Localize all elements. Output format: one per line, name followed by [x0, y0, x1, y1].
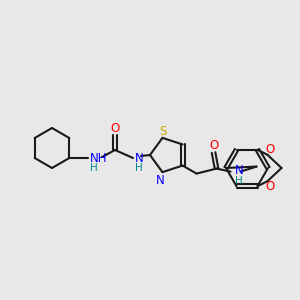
Text: H: H — [235, 176, 242, 186]
Text: O: O — [265, 180, 274, 193]
Text: O: O — [209, 139, 218, 152]
Text: N: N — [156, 174, 165, 187]
Text: N: N — [135, 152, 144, 164]
Text: H: H — [90, 163, 98, 173]
Text: N: N — [235, 164, 243, 177]
Text: NH: NH — [90, 152, 107, 164]
Text: H: H — [135, 163, 143, 173]
Text: O: O — [265, 143, 274, 156]
Text: O: O — [110, 122, 120, 134]
Text: S: S — [159, 125, 166, 138]
